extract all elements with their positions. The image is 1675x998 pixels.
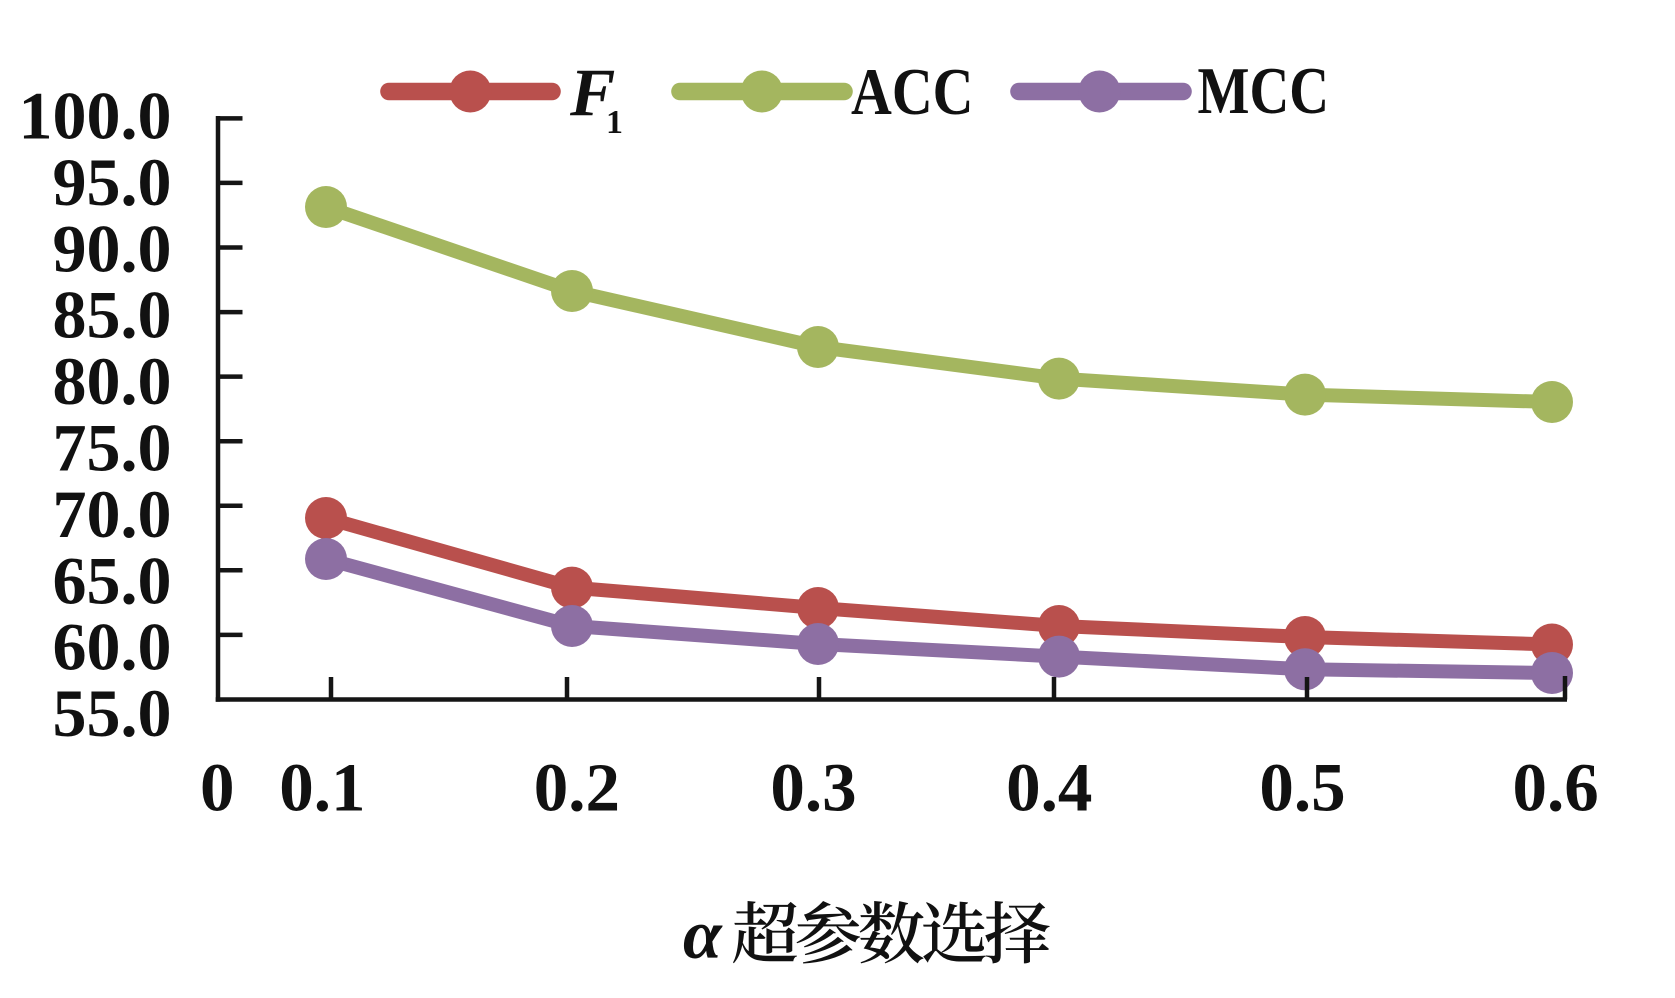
svg-text:0.5: 0.5 xyxy=(1259,750,1345,826)
svg-text:0.6: 0.6 xyxy=(1512,750,1598,826)
svg-text:60.0: 60.0 xyxy=(53,609,172,685)
svg-text:ACC: ACC xyxy=(851,55,974,129)
svg-text:90.0: 90.0 xyxy=(53,210,172,286)
svg-text:MCC: MCC xyxy=(1198,54,1330,128)
svg-text:70.0: 70.0 xyxy=(53,476,172,552)
svg-text:0.4: 0.4 xyxy=(1006,750,1092,826)
svg-text:F: F xyxy=(569,54,615,130)
svg-text:95.0: 95.0 xyxy=(53,144,172,220)
svg-text:α: α xyxy=(683,897,723,974)
svg-text:0.2: 0.2 xyxy=(534,750,620,826)
svg-text:1: 1 xyxy=(606,104,623,141)
svg-text:80.0: 80.0 xyxy=(53,343,172,419)
svg-text:55.0: 55.0 xyxy=(53,675,172,751)
svg-text:100.0: 100.0 xyxy=(19,78,172,154)
svg-text:85.0: 85.0 xyxy=(53,277,172,353)
svg-text:0: 0 xyxy=(200,750,235,826)
svg-text:0.3: 0.3 xyxy=(770,750,856,826)
svg-text:0.1: 0.1 xyxy=(279,750,365,826)
svg-text:65.0: 65.0 xyxy=(53,542,172,618)
svg-text:75.0: 75.0 xyxy=(53,410,172,486)
